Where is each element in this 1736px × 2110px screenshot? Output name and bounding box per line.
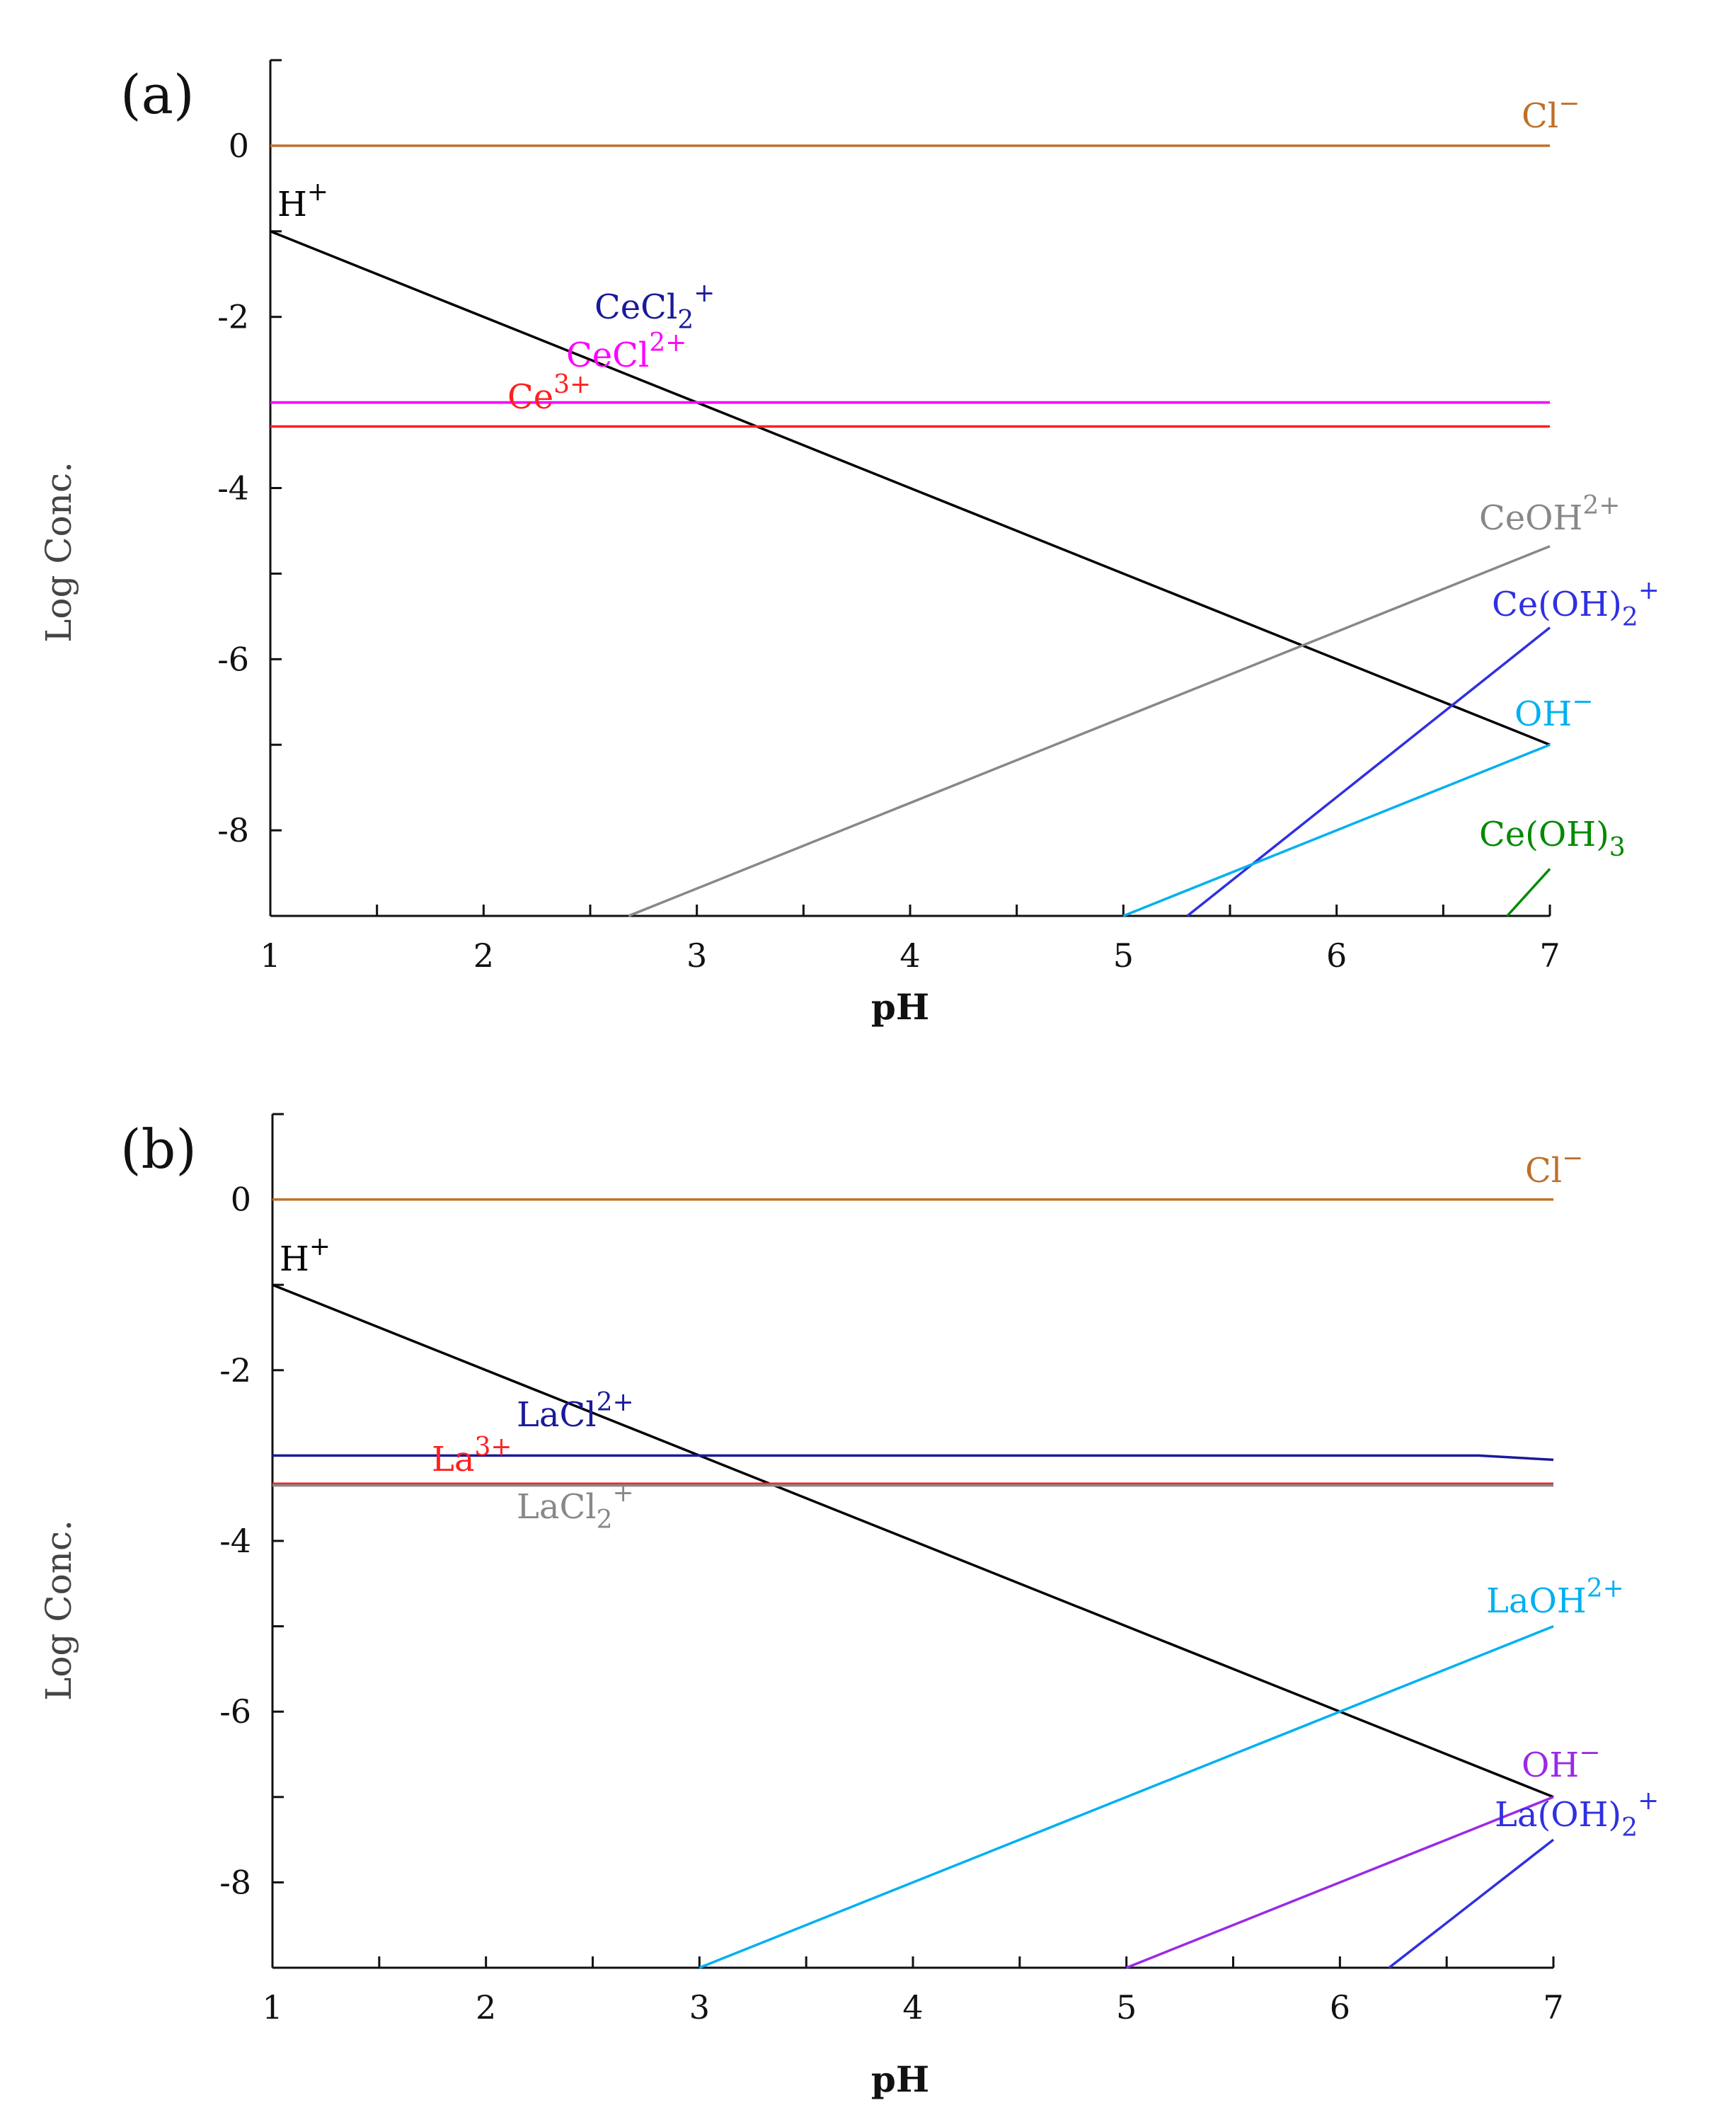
y-tick-label: 0 — [231, 1181, 251, 1219]
series-label: Ce(OH)2+ — [1492, 576, 1660, 632]
series-label-base: LaCl — [517, 1487, 597, 1527]
y-tick-label: -4 — [219, 1522, 251, 1560]
series-label-subscript: 2 — [677, 306, 694, 335]
series-label-base: Ce(OH) — [1479, 815, 1609, 854]
series-line — [270, 230, 1551, 746]
series-label-superscript: + — [612, 1479, 633, 1508]
x-tick-label: 7 — [1543, 1988, 1563, 2026]
series-line — [272, 1283, 1554, 1799]
series-label-base: LaOH — [1486, 1581, 1587, 1621]
series-label-superscript: + — [309, 1232, 330, 1261]
panel-label: (a) — [120, 63, 195, 126]
series-label-subscript: 3 — [1609, 833, 1626, 862]
x-tick-label: 3 — [686, 936, 707, 975]
y-tick-label: -8 — [219, 1863, 251, 1901]
x-tick-label: 7 — [1539, 936, 1560, 975]
series-label-superscript: + — [694, 279, 715, 308]
x-tick-label: 2 — [476, 1988, 496, 2026]
x-tick-label: 2 — [473, 936, 494, 975]
series-label-subscript: 2 — [1621, 1813, 1638, 1842]
series-label-superscript: 2+ — [1587, 1574, 1624, 1603]
series-label-base: Cl — [1525, 1151, 1562, 1191]
panel-label: (b) — [120, 1118, 197, 1181]
x-axis-title: pH — [871, 986, 929, 1028]
series-label: CeCl2+ — [566, 328, 686, 375]
series-label-superscript: − — [1558, 89, 1580, 118]
y-tick-label: -8 — [217, 811, 249, 849]
y-tick-label: -2 — [217, 298, 249, 336]
series-label: La3+ — [432, 1433, 512, 1479]
series-label: La(OH)2+ — [1495, 1787, 1659, 1842]
series-label: OH− — [1514, 687, 1593, 734]
x-tick-label: 5 — [1116, 1988, 1137, 2026]
series-label-base: OH — [1514, 694, 1572, 734]
series-label-base: La — [432, 1440, 475, 1479]
series-label: LaOH2+ — [1486, 1574, 1624, 1621]
series-label: CeCl2+ — [594, 279, 715, 335]
chart-panel-a: 1 2 3 4 5 6 70-2-4-6-8Cl−H+CeCl2+CeCl2+Ce3+CeO… — [38, 59, 1660, 1028]
series-label-base: Ce(OH) — [1492, 585, 1622, 624]
series-line — [272, 1454, 1554, 1462]
series-line — [1388, 1838, 1555, 1969]
series-label-superscript: 2+ — [597, 1388, 634, 1417]
series-label-superscript: − — [1562, 1144, 1583, 1173]
y-tick-label: 0 — [229, 127, 249, 165]
series-label: Ce(OH)3 — [1479, 815, 1626, 862]
y-tick-label: -4 — [217, 469, 249, 508]
y-tick-label: -6 — [219, 1692, 251, 1731]
series-label-superscript: 2+ — [649, 328, 686, 357]
series-label: OH− — [1522, 1738, 1600, 1785]
series-label-base: Ce — [507, 377, 553, 417]
series-label: H+ — [277, 178, 328, 224]
series-label: Ce3+ — [507, 370, 591, 417]
chart-panel-b: 1 2 3 4 5 6 70-2-4-6-8Cl−H+LaCl2+La3+LaCl2+LaO… — [38, 1113, 1659, 2100]
series-label: H+ — [280, 1232, 330, 1279]
series-label-superscript: − — [1579, 1738, 1600, 1767]
x-tick-label: 6 — [1330, 1988, 1350, 2026]
x-tick-label: 4 — [902, 1988, 923, 2026]
series-label-superscript: 3+ — [553, 370, 591, 399]
series-label-superscript: + — [1638, 576, 1660, 605]
y-tick-label: -2 — [219, 1351, 251, 1389]
x-axis-title: pH — [871, 2058, 929, 2100]
series-label-superscript: 3+ — [475, 1433, 512, 1462]
series-label-superscript: 2+ — [1582, 491, 1620, 520]
series-label-base: LaCl — [517, 1395, 597, 1435]
x-tick-label: 3 — [689, 1988, 710, 2026]
series-label: Cl− — [1522, 89, 1580, 136]
series-label-base: H — [277, 185, 307, 224]
series-line — [699, 1624, 1554, 1969]
series-label-superscript: − — [1572, 687, 1593, 716]
series-label-base: CeCl — [566, 336, 649, 375]
series-label-base: La(OH) — [1495, 1795, 1621, 1835]
y-tick-label: -6 — [217, 640, 249, 678]
series-line — [1126, 1796, 1554, 1969]
series-line — [1506, 868, 1551, 917]
series-label-subscript: 2 — [597, 1506, 613, 1535]
series-label-superscript: + — [307, 178, 328, 207]
series-line — [1122, 743, 1551, 917]
series-label: CeOH2+ — [1479, 491, 1620, 538]
series-label: LaCl2+ — [517, 1479, 634, 1535]
y-axis-title: Log Conc. — [38, 1520, 79, 1701]
x-tick-label: 5 — [1113, 936, 1134, 975]
series-label-subscript: 2 — [1622, 603, 1638, 632]
series-label-superscript: + — [1638, 1787, 1659, 1816]
series-label: LaCl2+ — [517, 1388, 634, 1435]
series-label-base: OH — [1522, 1745, 1579, 1785]
x-tick-label: 6 — [1326, 936, 1347, 975]
series-label-base: Cl — [1522, 96, 1558, 136]
x-tick-label: 4 — [899, 936, 920, 975]
series-label-base: H — [280, 1239, 309, 1279]
series-line — [1186, 626, 1551, 917]
series-label-base: CeCl — [594, 287, 677, 327]
series-label: Cl− — [1525, 1144, 1583, 1191]
x-tick-label: 1 — [260, 936, 280, 975]
x-tick-label: 1 — [262, 1988, 282, 2026]
y-axis-title: Log Conc. — [38, 461, 79, 643]
series-line — [628, 545, 1551, 917]
series-label-base: CeOH — [1479, 498, 1582, 538]
